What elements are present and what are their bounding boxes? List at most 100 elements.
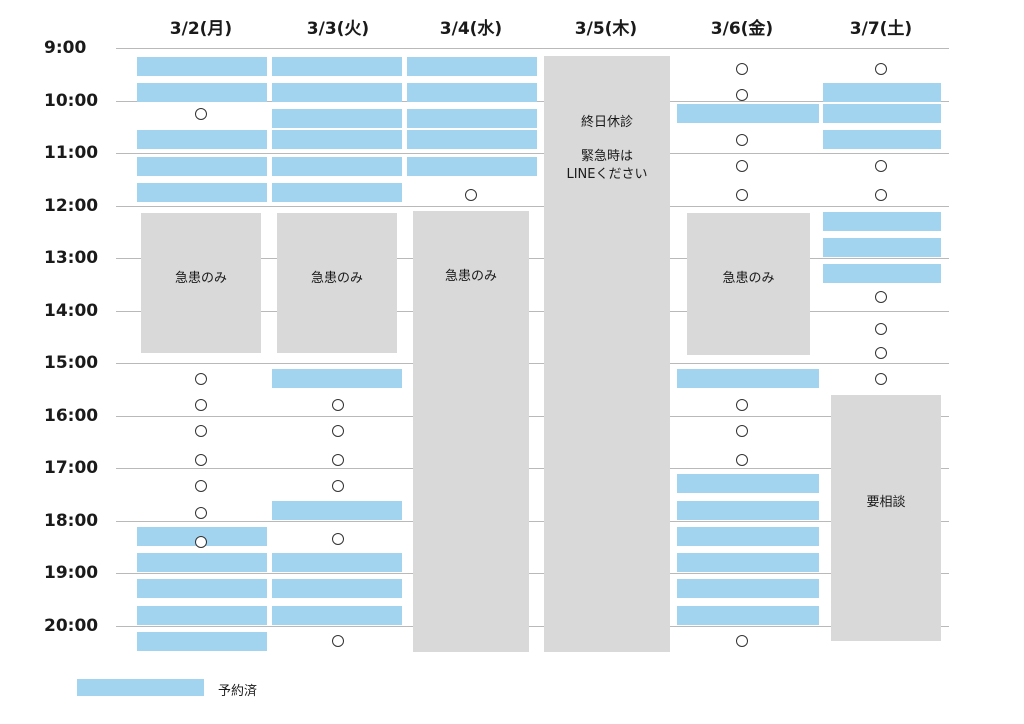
booked-slot [272,109,402,129]
booked-slot [272,500,402,520]
blocked-period-label: 急患のみ [722,271,775,287]
time-label: 19:00 [44,563,99,583]
available-slot-icon[interactable] [195,372,207,385]
time-label: 17:00 [44,458,99,478]
available-slot-icon[interactable] [875,346,887,359]
day-header: 3/4(水) [439,19,503,39]
booked-slot [407,83,537,103]
blocked-period: 急患のみ [141,213,261,353]
available-slot-icon[interactable] [736,635,748,648]
available-slot-icon[interactable] [736,63,748,75]
day-header: 3/3(火) [306,19,370,39]
available-slot-icon[interactable] [332,635,344,648]
booked-slot [677,579,819,599]
day-header: 3/6(金) [710,19,774,39]
day-header: 3/2(月) [169,19,233,39]
booked-slot [823,264,941,284]
available-slot-icon[interactable] [875,63,887,75]
day-header: 3/7(土) [849,19,913,39]
available-slot-icon[interactable] [736,189,748,201]
booked-slot [137,156,267,176]
available-slot-icon[interactable] [332,454,344,467]
time-label: 10:00 [44,90,99,111]
available-slot-icon[interactable] [736,133,748,146]
booked-slot [823,130,941,150]
available-slot-icon[interactable] [736,89,748,102]
booked-slot [137,56,267,76]
available-slot-icon[interactable] [736,454,748,467]
booked-slot [823,104,941,124]
time-label: 13:00 [44,248,99,268]
booked-slot [677,500,819,520]
booked-slot [677,526,819,546]
booked-slot [137,83,267,103]
booked-slot [272,156,402,176]
legend-booked-label: 予約済 [218,684,258,699]
available-slot-icon[interactable] [875,322,887,335]
hour-gridline [116,205,949,207]
booked-slot [823,238,941,257]
available-slot-icon[interactable] [465,189,477,201]
available-slot-icon[interactable] [332,399,344,411]
day-header: 3/5(木) [574,19,638,39]
booked-slot [137,130,267,150]
time-label: 15:00 [44,353,99,373]
booked-slot [137,605,267,625]
booked-slot [407,156,537,176]
hour-gridline [116,363,949,364]
available-slot-icon[interactable] [195,535,207,548]
blocked-period-label: 緊急時は [580,148,633,164]
available-slot-icon[interactable] [875,160,887,173]
booked-slot [272,182,402,202]
available-slot-icon[interactable] [195,399,207,411]
booked-slot [272,605,402,625]
blocked-period-label: 急患のみ [444,268,497,284]
blocked-period: 要相談 [831,394,941,642]
booked-slot [677,605,819,625]
booked-slot [407,109,537,129]
booked-slot [407,130,537,150]
booked-slot [272,83,402,103]
time-label: 14:00 [44,300,99,321]
time-label: 16:00 [44,405,99,426]
booked-slot [272,369,402,389]
booked-slot [137,631,267,651]
available-slot-icon[interactable] [332,425,344,438]
hour-gridline [116,415,949,417]
available-slot-icon[interactable] [332,480,344,493]
hour-gridline [116,468,949,469]
booked-slot [272,56,402,76]
booked-slot [272,553,402,572]
available-slot-icon[interactable] [875,291,887,304]
blocked-period-label: LINEください [566,166,648,182]
available-slot-icon[interactable] [875,372,887,385]
blocked-period-label: 終日休診 [580,114,633,130]
blocked-period-label: 要相談 [866,494,906,510]
available-slot-icon[interactable] [736,399,748,411]
available-slot-icon[interactable] [736,425,748,438]
hour-gridline [116,310,949,312]
time-label: 9:00 [44,38,87,58]
available-slot-icon[interactable] [195,107,207,120]
available-slot-icon[interactable] [195,425,207,438]
blocked-period: 急患のみ [687,213,810,356]
hour-gridline [116,520,949,522]
available-slot-icon[interactable] [875,189,887,201]
booked-slot [677,369,819,389]
time-label: 18:00 [44,510,99,531]
booked-slot [272,579,402,599]
available-slot-icon[interactable] [195,454,207,467]
booked-slot [137,182,267,202]
available-slot-icon[interactable] [736,160,748,173]
time-label: 20:00 [44,615,99,636]
booked-slot [677,104,819,124]
blocked-period: 終日休診緊急時は LINEください [544,55,670,652]
available-slot-icon[interactable] [195,506,207,519]
booked-slot [137,553,267,572]
blocked-period-label: 急患のみ [174,271,227,287]
hour-gridline [116,48,949,49]
booked-slot [677,553,819,572]
available-slot-icon[interactable] [195,480,207,493]
available-slot-icon[interactable] [332,532,344,545]
